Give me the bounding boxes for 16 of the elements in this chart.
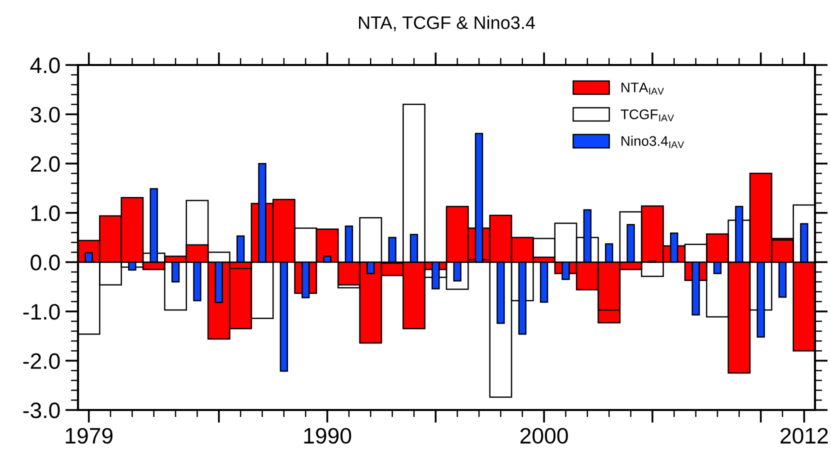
legend-label: NTA$_{IAV}$: [622, 82, 664, 95]
y-tick-label: 4.0: [30, 58, 60, 74]
chart-title: NTA, TCGF & Nino3.4: [359, 16, 535, 32]
x-tick-label: 2000: [520, 428, 568, 444]
y-tick-label: 1.0: [31, 205, 60, 222]
x-tick-label: 2012: [780, 428, 828, 444]
y-tick-label: 2.0: [30, 156, 60, 172]
x-tick-label: 1979: [66, 428, 113, 444]
legend-label: Nino3.4$_{IAV}$: [622, 136, 684, 148]
y-tick-label: 3.0: [30, 106, 60, 123]
y-tick-label: -3.0: [23, 402, 60, 418]
legend-label: TCGF$_{IAV}$: [620, 109, 674, 122]
y-tick-label: 0.0: [30, 254, 60, 270]
x-tick-label: 1990: [304, 428, 352, 444]
y-tick-label: -1.0: [23, 304, 60, 320]
y-tick-label: -2.0: [23, 353, 60, 369]
